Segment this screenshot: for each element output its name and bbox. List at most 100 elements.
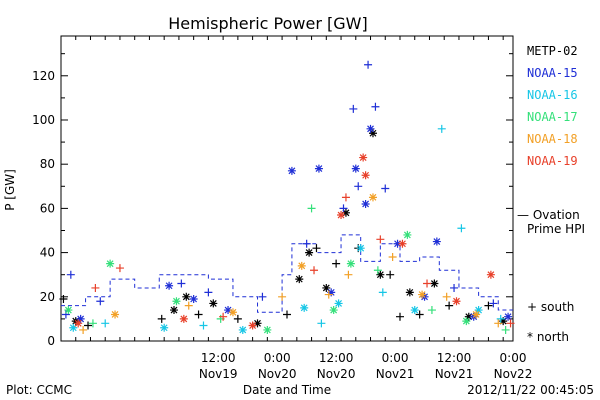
south-plus-marker [381, 184, 390, 193]
north-star-marker [179, 314, 188, 323]
south-plus-marker [427, 306, 436, 315]
south-plus-marker [307, 204, 316, 213]
south-plus-marker [194, 310, 203, 319]
x-tick-date: Nov22 [494, 367, 533, 381]
north-star-marker [405, 288, 414, 297]
south-plus-marker [494, 319, 503, 328]
north-star-marker [474, 306, 483, 315]
north-star-marker [398, 239, 407, 248]
south-plus-marker [501, 325, 510, 334]
north-star-marker [224, 306, 233, 315]
x-tick-hour: 0:00 [500, 351, 527, 365]
south-plus-marker [341, 193, 350, 202]
south-plus-marker [386, 270, 395, 279]
north-star-marker [472, 310, 481, 319]
legend: METP-02 NOAA-15 NOAA-16 NOAA-17 NOAA-18 NOAA-… [517, 44, 585, 344]
south-plus-marker [324, 290, 333, 299]
north-star-marker [393, 239, 402, 248]
north-star-marker [504, 312, 513, 321]
north-star-marker [238, 325, 247, 334]
south-plus-marker [489, 299, 498, 308]
legend-marker-key: * north [527, 330, 569, 344]
north-star-marker [305, 248, 314, 257]
south-plus-marker [258, 292, 267, 301]
north-star-marker [300, 303, 309, 312]
y-tick-label: 0 [47, 334, 55, 348]
north-star-marker [366, 124, 375, 133]
north-star-marker [160, 323, 169, 332]
north-star-marker [111, 310, 120, 319]
south-plus-marker [157, 314, 166, 323]
ovation-hpi-path [61, 234, 513, 313]
north-star-marker [172, 297, 181, 306]
north-star-marker [263, 325, 272, 334]
x-tick-date: Nov20 [317, 367, 356, 381]
x-tick-hour: 12:00 [437, 351, 472, 365]
y-tick-label: 120 [32, 69, 55, 83]
y-tick-label: 20 [40, 290, 55, 304]
north-star-marker [165, 281, 174, 290]
south-plus-marker [376, 235, 385, 244]
data-points [59, 60, 515, 334]
south-plus-marker [312, 244, 321, 253]
south-plus-marker [302, 239, 311, 248]
north-star-marker [182, 292, 191, 301]
south-plus-marker [79, 325, 88, 334]
north-star-marker [297, 261, 306, 270]
south-plus-marker [371, 102, 380, 111]
north-star-marker [361, 199, 370, 208]
y-tick-label: 80 [40, 157, 55, 171]
x-tick-date: Nov21 [435, 367, 474, 381]
x-tick-hour: 12:00 [319, 351, 354, 365]
north-star-marker [248, 321, 257, 330]
north-star-marker [64, 306, 73, 315]
south-plus-marker [354, 182, 363, 191]
north-star-marker [322, 283, 331, 292]
x-axis-label: Date and Time [243, 383, 331, 397]
south-plus-marker [445, 301, 454, 310]
north-star-marker [486, 270, 495, 279]
x-tick-date: Nov21 [376, 367, 415, 381]
north-star-marker [69, 323, 78, 332]
south-plus-marker [204, 288, 213, 297]
y-tick-label: 40 [40, 246, 55, 260]
north-star-marker [361, 171, 370, 180]
south-plus-marker [199, 321, 208, 330]
south-plus-marker [88, 319, 97, 328]
north-star-marker [356, 244, 365, 253]
south-plus-marker [233, 314, 242, 323]
south-plus-marker [415, 310, 424, 319]
north-star-marker [341, 208, 350, 217]
south-plus-marker [219, 312, 228, 321]
north-star-marker [76, 314, 85, 323]
legend-entry: NOAA-15 [527, 66, 578, 80]
south-plus-marker [84, 321, 93, 330]
north-star-marker [368, 193, 377, 202]
south-plus-marker [66, 270, 75, 279]
south-plus-marker [339, 204, 348, 213]
north-star-marker [334, 299, 343, 308]
north-star-marker [170, 306, 178, 315]
south-plus-marker [332, 259, 341, 268]
x-tick-hour: 0:00 [264, 351, 291, 365]
north-star-marker [418, 290, 427, 299]
legend-entry: NOAA-16 [527, 88, 578, 102]
legend-entry: NOAA-19 [527, 154, 578, 168]
north-star-marker [462, 317, 471, 326]
x-tick-date: Nov19 [199, 367, 238, 381]
south-plus-marker [349, 104, 358, 113]
north-star-marker [410, 306, 419, 315]
north-star-marker [430, 279, 439, 288]
south-plus-marker [344, 270, 353, 279]
legend-marker-key: + south [527, 300, 574, 314]
north-star-marker [432, 237, 441, 246]
south-plus-marker [59, 295, 68, 304]
north-star-marker [253, 319, 262, 328]
south-plus-marker [364, 60, 373, 69]
south-plus-marker [177, 279, 186, 288]
legend-model-line2: Prime HPI [527, 222, 585, 236]
x-tick-hour: 12:00 [201, 351, 236, 365]
north-star-marker [287, 166, 296, 175]
y-axis-label: P [GW] [3, 169, 17, 211]
